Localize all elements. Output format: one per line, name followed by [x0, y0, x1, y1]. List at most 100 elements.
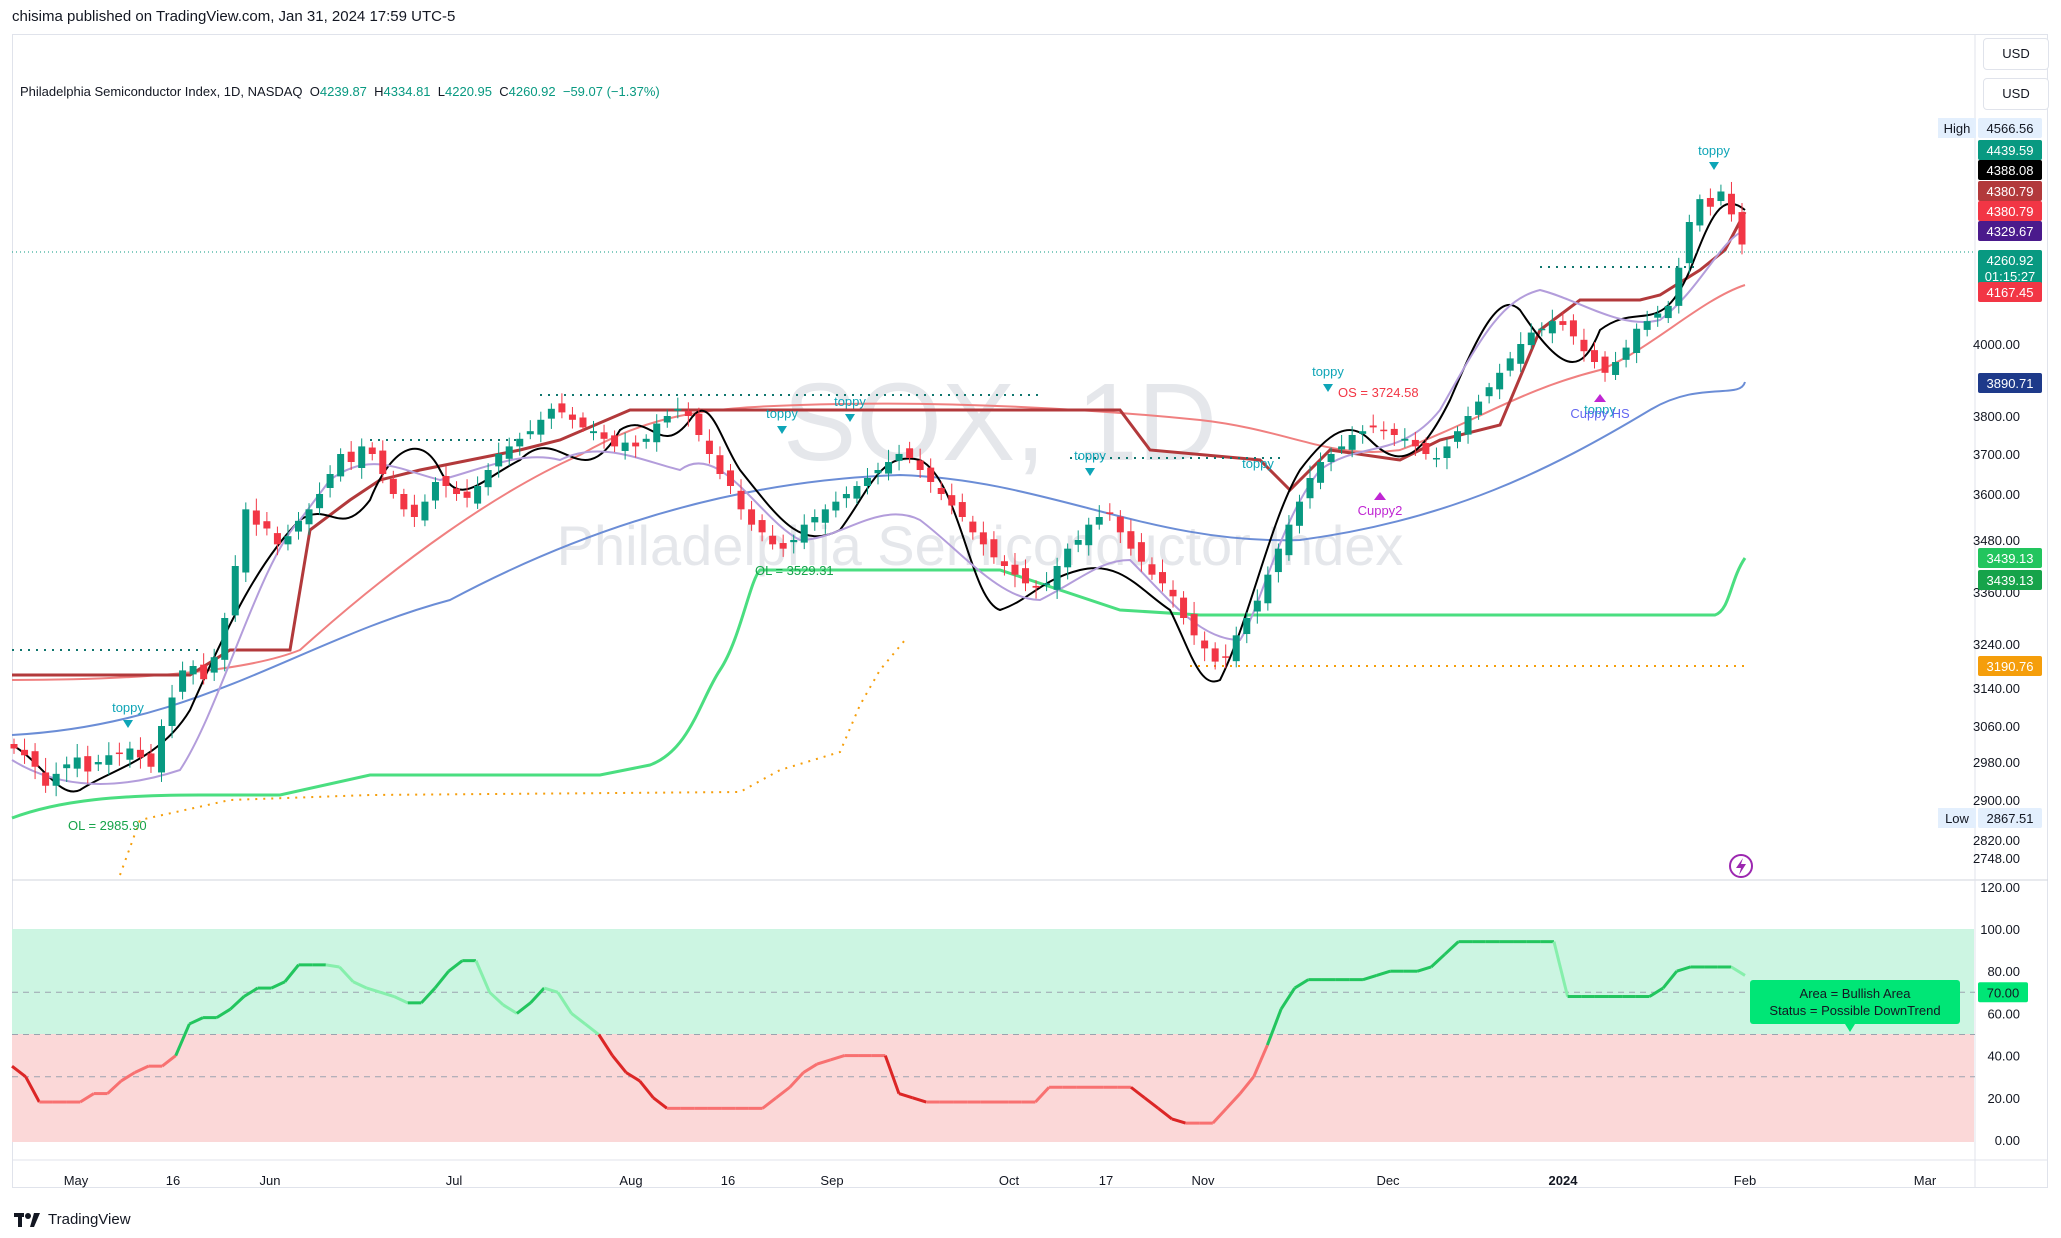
- low-value: 4220.95: [445, 84, 492, 99]
- price-tag-value: 4329.67: [1987, 224, 2034, 239]
- osc-segment: [1157, 1107, 1173, 1121]
- candle-body: [1295, 501, 1303, 526]
- candle-body: [358, 446, 366, 468]
- candle-body: [716, 455, 724, 474]
- price-tag-label-bg: [1938, 808, 1976, 828]
- candle-body: [1137, 542, 1145, 562]
- price-tag-bg: [1978, 373, 2042, 393]
- candle-body: [684, 410, 692, 416]
- candle-body: [210, 657, 218, 673]
- osc-bear-area: [12, 1034, 1974, 1142]
- candle-body: [326, 474, 334, 488]
- candle-body: [1127, 531, 1135, 549]
- candle-body: [410, 504, 418, 517]
- annotation-ol-2: OL = 3529.31: [755, 563, 834, 578]
- price-tag-value: 4380.79: [1987, 204, 2034, 219]
- osc-segment: [11, 1064, 27, 1078]
- candle-body: [842, 494, 850, 499]
- currency-button-main[interactable]: USD: [1983, 38, 2049, 70]
- osc-segment: [652, 1096, 668, 1110]
- price-tag-value: 4439.59: [1987, 143, 2034, 158]
- osc-segment: [352, 980, 368, 990]
- osc-threshold-tag-bg: [1978, 982, 2028, 1003]
- candle-body: [790, 540, 798, 543]
- price-tag-bg: [1978, 201, 2042, 221]
- candle-body: [463, 491, 471, 498]
- price-tick-label: 3600.00: [1973, 487, 2020, 502]
- osc-segment: [802, 1062, 818, 1074]
- time-tick-label: May: [64, 1173, 89, 1188]
- info-box-line2: Status = Possible DownTrend: [1769, 1003, 1940, 1018]
- osc-segment: [1430, 953, 1446, 969]
- osc-segment: [529, 987, 546, 1004]
- price-tag-bg: [1978, 140, 2042, 160]
- candle-body: [937, 488, 945, 494]
- candle-body: [1717, 191, 1725, 202]
- candle-body: [63, 764, 71, 769]
- annotation-os: OS = 3724.58: [1338, 385, 1419, 400]
- candle-body: [1232, 635, 1240, 662]
- candle-body: [1043, 583, 1051, 586]
- osc-segment: [788, 1071, 805, 1089]
- candle-body: [31, 751, 39, 767]
- candle-body: [568, 414, 576, 420]
- candle-body: [10, 744, 18, 749]
- candle-body: [674, 408, 682, 411]
- candle-body: [1517, 344, 1525, 364]
- candle-body: [800, 524, 808, 543]
- candle-body: [1369, 425, 1377, 428]
- candle-body: [1464, 416, 1472, 435]
- price-tag-value: 3439.13: [1987, 573, 2034, 588]
- time-tick-label: Aug: [619, 1173, 642, 1188]
- candle-body: [748, 509, 756, 525]
- candle-body: [431, 482, 439, 501]
- annotation-toppy-5: toppy: [1242, 456, 1274, 471]
- price-tag-value: 4388.08: [1987, 163, 2034, 178]
- price-axis[interactable]: 2748.00 2820.00 2900.00 2980.00 3060.00 3140.…: [1973, 337, 2020, 866]
- candle-body: [1053, 566, 1061, 590]
- candle-body: [1580, 339, 1588, 352]
- annotation-ol-1: OL = 2985.90: [68, 818, 147, 833]
- candle-body: [1622, 347, 1630, 360]
- info-box-line1: Area = Bullish Area: [1800, 986, 1912, 1001]
- oscillator-layer: [11, 940, 1975, 1125]
- close-value: 4260.92: [508, 84, 556, 99]
- ma-blue-line: [11, 381, 1746, 736]
- candle-body: [1738, 212, 1746, 245]
- annotation-toppy-2: toppy: [766, 406, 798, 421]
- ma-salmon-line: [11, 284, 1746, 681]
- candle-body: [1253, 600, 1261, 612]
- osc-tick-label: 0.00: [1995, 1133, 2020, 1148]
- osc-segment: [816, 1058, 832, 1066]
- candle-body: [1116, 516, 1124, 533]
- candle-body: [653, 423, 661, 443]
- candle-body: [621, 442, 629, 451]
- candle-body: [948, 495, 956, 506]
- candle-body: [168, 697, 176, 726]
- candle-body: [1169, 589, 1177, 597]
- oscillator-axis[interactable]: 0.00 20.00 40.00 60.00 80.00 100.00 120.00 70.0…: [1978, 880, 2028, 1148]
- fast-black-line: [11, 202, 1746, 793]
- candle-body: [284, 536, 292, 545]
- price-tag-label: High: [1944, 121, 1971, 136]
- candle-body: [147, 753, 155, 767]
- candle-body: [1675, 267, 1683, 306]
- osc-threshold-tag: 70.00: [1987, 985, 2020, 1000]
- time-tick-label: Jul: [446, 1173, 463, 1188]
- currency-button-secondary[interactable]: USD: [1983, 78, 2049, 110]
- time-axis[interactable]: May 16 Jun Jul Aug 16 Sep Oct 17 Nov Dec 2024 Feb Mar: [64, 1173, 1937, 1188]
- candle-body: [590, 431, 598, 434]
- candle-body: [1527, 332, 1535, 346]
- price-tick-label: 2900.00: [1973, 793, 2020, 808]
- osc-segment: [638, 1079, 655, 1099]
- candle-body: [1390, 428, 1398, 435]
- candle-body: [337, 454, 345, 477]
- osc-segment: [215, 1007, 232, 1019]
- candle-body: [1633, 328, 1641, 353]
- candle-body: [611, 435, 619, 447]
- candle-body: [474, 486, 482, 504]
- candle-body: [811, 517, 819, 523]
- lightning-icon[interactable]: [1729, 854, 1753, 878]
- osc-segment: [1252, 1044, 1269, 1078]
